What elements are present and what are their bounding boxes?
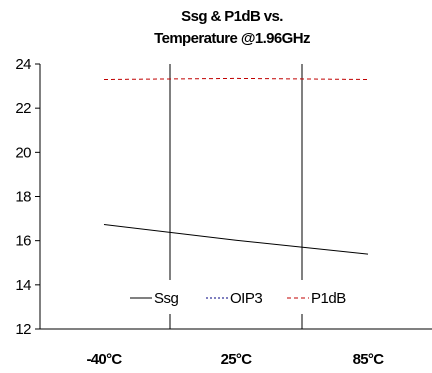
y-axis-ticks: 12 14 16 18 20 22 24 xyxy=(15,56,40,338)
x-tick-label: 85°C xyxy=(353,351,385,368)
y-tick-label: 16 xyxy=(15,233,31,250)
legend-label-ssg: Ssg xyxy=(154,290,179,307)
x-tick-label: 25°C xyxy=(221,351,253,368)
y-tick-label: 14 xyxy=(15,277,31,294)
series-line-ssg xyxy=(103,224,369,255)
y-tick-label: 12 xyxy=(15,321,31,338)
series-lines xyxy=(103,77,369,255)
chart-title-line-2: Temperature @1.96GHz xyxy=(154,30,310,47)
x-tick-label: -40°C xyxy=(86,351,122,368)
legend-label-oip3: OIP3 xyxy=(230,290,262,307)
y-tick-label: 22 xyxy=(15,100,31,117)
chart-title-line-1: Ssg & P1dB vs. xyxy=(181,8,283,25)
series-line-p1db xyxy=(103,77,369,80)
x-axis-ticks: -40°C 25°C 85°C xyxy=(86,351,384,368)
legend-box xyxy=(112,280,357,314)
legend: Ssg OIP3 P1dB xyxy=(112,280,357,314)
y-tick-label: 20 xyxy=(15,144,31,161)
y-tick-label: 24 xyxy=(15,56,31,73)
y-tick-label: 18 xyxy=(15,189,31,206)
legend-label-p1db: P1dB xyxy=(311,290,346,307)
